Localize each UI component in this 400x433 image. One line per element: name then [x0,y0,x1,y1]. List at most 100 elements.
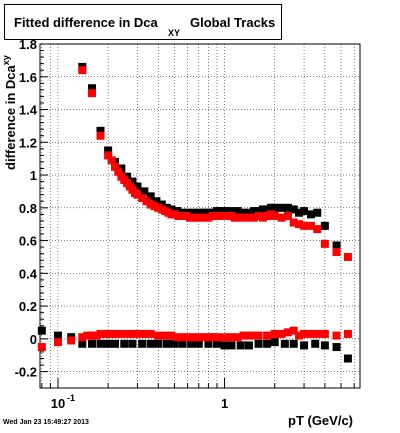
red-data-point [289,326,298,335]
red-data-point [208,212,217,220]
black-data-point [254,207,263,216]
red-data-point [270,329,279,338]
chart-title-main: Fitted difference in Dca [14,15,158,30]
red-data-point [212,333,221,342]
red-data-point [289,218,298,227]
black-data-point [194,208,203,217]
black-data-point [189,208,198,217]
chart-title-box: Fitted difference in Dca XY Global Track… [4,4,282,40]
black-data-point [133,182,142,191]
x-tick-label: 1 [221,396,228,411]
y-tick-label: 1.8 [19,37,37,52]
black-data-point [254,339,263,348]
red-data-point [239,331,248,340]
red-data-point [295,220,304,229]
black-data-point [300,207,309,216]
red-data-point [258,213,267,222]
black-data-point [280,339,289,348]
red-data-point [146,329,155,338]
black-data-point [128,339,137,348]
black-data-point [311,339,320,348]
red-data-point [233,333,242,342]
red-data-point [343,329,352,338]
red-data-point [123,329,132,338]
black-data-point [194,339,203,348]
red-data-point [263,331,272,340]
red-data-point [183,333,192,342]
red-data-point [167,331,176,340]
red-data-point [343,252,352,261]
red-data-point [154,331,163,340]
red-data-point [295,331,304,340]
y-tick-label: 0.2 [19,299,37,314]
black-data-point [104,146,113,155]
black-data-point [277,203,286,212]
x-axis-label: pT (GeV/c) [288,413,354,428]
red-data-point [199,333,208,342]
red-data-point [313,225,322,234]
y-tick-label: 0.4 [19,266,38,281]
black-data-point [244,341,253,350]
black-data-point [289,205,298,214]
red-data-point [170,210,179,219]
black-data-point [306,210,315,219]
x-tick-label-exponent: -1 [67,393,75,403]
black-data-point [140,187,149,196]
red-data-point [194,333,203,342]
black-data-point [87,84,96,93]
black-data-point [320,341,329,350]
black-data-point [244,208,253,217]
black-data-point [138,339,147,348]
y-tick-label: 0 [30,332,37,347]
red-data-point [277,213,286,222]
black-data-point [146,339,155,348]
red-data-point [244,213,253,222]
red-data-point [104,151,113,160]
red-data-point [92,331,101,340]
black-data-point [53,331,62,340]
red-data-point [87,331,96,340]
red-data-point [140,329,149,338]
black-data-point [78,339,87,348]
black-data-point [104,339,113,348]
black-data-point [120,339,129,348]
black-data-point [289,339,298,348]
red-data-point [233,213,242,222]
red-data-point [192,213,201,222]
x-tick-label: 10 [51,396,65,411]
black-data-point [295,208,304,217]
red-data-point [300,329,309,338]
red-data-point [78,66,87,75]
black-data-point [87,339,96,348]
red-data-point [114,167,123,176]
black-data-point [154,339,163,348]
red-data-point [138,193,147,202]
red-data-point [67,336,76,345]
red-data-point [220,333,229,342]
red-data-point [204,213,213,222]
red-data-point [320,329,329,338]
red-data-point [277,329,286,338]
red-data-point [189,333,198,342]
black-data-point [263,339,272,348]
timestamp: Wed Jan 23 15:49:27 2013 [3,419,89,426]
black-data-point [128,177,137,186]
black-data-point [146,192,155,201]
y-tick-label: 0.8 [19,201,37,216]
black-data-point [111,339,120,348]
red-data-point [96,131,105,140]
black-data-point [187,339,196,348]
red-data-point [244,331,253,340]
y-tick-label: 1.6 [19,70,37,85]
black-data-point [162,339,171,348]
black-data-point [283,203,292,212]
red-data-point [300,221,309,230]
red-data-point [270,212,279,220]
red-data-point [249,331,258,340]
red-data-point [178,333,187,342]
red-data-point [332,248,341,257]
black-data-point [96,126,105,135]
red-data-point [332,331,341,340]
chart-title-subscript: XY [168,28,181,38]
y-tick-label: 1.2 [19,135,37,150]
